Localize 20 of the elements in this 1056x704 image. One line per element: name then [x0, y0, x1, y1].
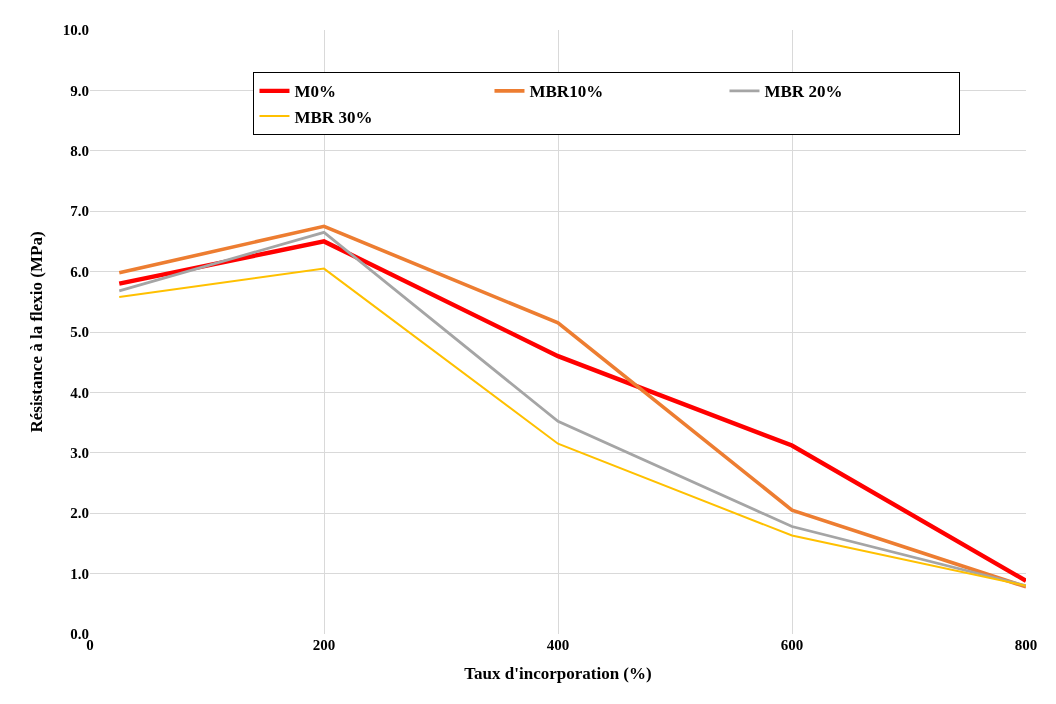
y-tick-label: 4.0: [70, 384, 89, 401]
x-tick-label: 800: [1014, 637, 1038, 653]
legend-label: M0%: [294, 82, 337, 102]
y-tick-label: 5.0: [70, 324, 89, 341]
y-axis-title: Résistance à la flexio (MPa): [27, 231, 47, 433]
y-tick-label: 6.0: [70, 263, 89, 280]
y-tick-label: 10.0: [62, 22, 89, 39]
y-tick-label: 1.0: [70, 565, 89, 582]
legend-label: MBR 30%: [294, 107, 373, 127]
y-tick-label: 2.0: [70, 505, 89, 522]
x-axis-title: Taux d'incorporation (%): [464, 664, 652, 684]
x-tick-label: 600: [780, 637, 804, 653]
x-tick-label: 400: [546, 637, 570, 653]
y-tick-label: 3.0: [70, 445, 89, 462]
legend-label: MBR 20%: [764, 82, 843, 102]
y-tick-label: 9.0: [70, 82, 89, 99]
y-tick-label: 7.0: [70, 203, 89, 220]
x-tick-label: 200: [312, 637, 336, 653]
legend-label: MBR10%: [529, 82, 604, 102]
y-tick-label: 8.0: [70, 143, 89, 160]
